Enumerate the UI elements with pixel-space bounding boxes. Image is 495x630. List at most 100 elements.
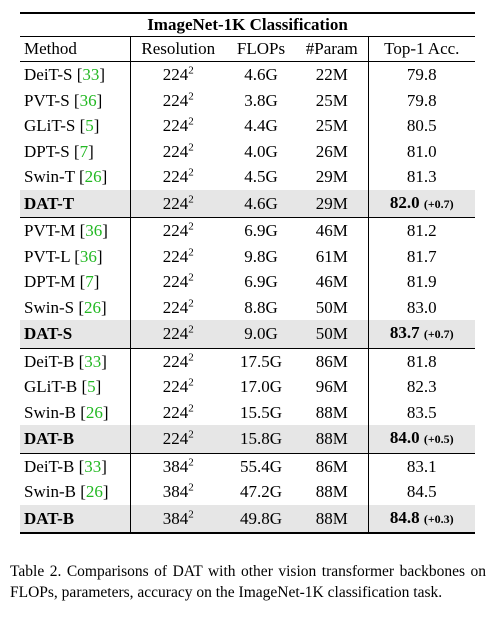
table-row: PVT-M [36] 2242 6.9G 46M 81.2 bbox=[20, 217, 476, 244]
method-name: DAT-B bbox=[24, 429, 75, 448]
resolution-cell: 2242 bbox=[130, 139, 226, 165]
resolution: 224 bbox=[162, 167, 189, 186]
resolution-exponent: 2 bbox=[188, 220, 194, 233]
flops-cell: 6.9G bbox=[244, 272, 278, 291]
top1-cell: 81.8 bbox=[367, 347, 476, 374]
citation-bracket: ] bbox=[101, 297, 107, 317]
resolution-exponent: 2 bbox=[188, 455, 194, 468]
table-row: PVT-L [36] 2242 9.8G 61M 81.7 bbox=[20, 243, 476, 270]
method-cell: PVT-M [36] bbox=[20, 217, 131, 244]
top1-cell: 80.5 bbox=[367, 113, 476, 139]
method-name: PVT-L bbox=[24, 246, 70, 266]
method-name: DPT-M bbox=[24, 272, 76, 291]
top1-cell: 83.7 (+0.7) bbox=[367, 320, 476, 348]
flops-cell: 15.8G bbox=[226, 425, 296, 453]
resolution-cell: 2242 bbox=[130, 189, 226, 218]
method-name: PVT-M bbox=[24, 221, 76, 240]
top1-cell: 83.5 bbox=[367, 399, 476, 425]
params-cell: 96M bbox=[315, 377, 348, 396]
method-cell: DAT-S bbox=[20, 320, 131, 348]
top1-value: 84.0 bbox=[389, 428, 420, 447]
top1-value: 82.0 bbox=[389, 192, 420, 212]
resolution-cell: 2242 bbox=[130, 113, 226, 139]
resolution-exponent: 2 bbox=[188, 507, 194, 520]
flops-cell: 55.4G bbox=[226, 452, 296, 479]
top1-gain: (+0.7) bbox=[423, 327, 454, 341]
method-name: GLiT-B bbox=[24, 377, 78, 396]
method-name: DAT-S bbox=[24, 324, 73, 343]
params-cell: 86M bbox=[296, 452, 368, 479]
table-title: ImageNet-1K Classification bbox=[20, 12, 476, 37]
flops-cell: 6.9G bbox=[226, 217, 296, 244]
top1-value: 83.0 bbox=[406, 297, 437, 317]
citation-bracket: [ bbox=[80, 402, 86, 422]
top1-value: 81.9 bbox=[406, 272, 437, 291]
citation-bracket: ] bbox=[101, 456, 107, 476]
top1-value: 81.7 bbox=[406, 246, 437, 266]
results-table: ImageNet-1K Classification Method Resolut… bbox=[20, 12, 476, 534]
resolution: 224 bbox=[162, 351, 189, 371]
top1-value: 84.8 bbox=[389, 507, 420, 527]
resolution-cell: 2242 bbox=[130, 164, 226, 190]
resolution-exponent: 2 bbox=[188, 401, 194, 414]
top1-value: 81.0 bbox=[406, 141, 437, 161]
citation-bracket: [ bbox=[78, 456, 85, 476]
resolution: 224 bbox=[162, 429, 189, 448]
resolution-exponent: 2 bbox=[188, 192, 194, 205]
citation-bracket: [ bbox=[81, 377, 88, 396]
resolution-cell: 2242 bbox=[130, 217, 226, 244]
caption: Table 2. Comparisons of DAT with other v… bbox=[10, 563, 486, 601]
citation-number: 7 bbox=[79, 141, 89, 161]
table-row: DeiT-B [33] 2242 17.5G 86M 81.8 bbox=[20, 347, 476, 374]
method-cell: DeiT-B [33] bbox=[20, 452, 131, 479]
citation-number: 33 bbox=[84, 351, 102, 371]
method-name: Swin-B bbox=[24, 402, 76, 422]
citation-bracket: ] bbox=[96, 246, 103, 266]
citation-bracket: [ bbox=[78, 167, 85, 186]
method-cell: DAT-B bbox=[20, 425, 131, 453]
top1-value: 79.8 bbox=[406, 65, 437, 84]
citation-number: 33 bbox=[84, 456, 102, 476]
method-cell: DPT-S [7] bbox=[20, 138, 131, 164]
table-row: DPT-M [7] 2242 6.9G 46M 81.9 bbox=[20, 269, 476, 295]
resolution-exponent: 2 bbox=[188, 428, 194, 441]
column-header: #Param bbox=[296, 36, 368, 62]
resolution: 224 bbox=[162, 297, 189, 317]
flops-cell: 47.2G bbox=[239, 482, 283, 501]
top1-value: 83.1 bbox=[406, 456, 437, 476]
method-cell: Swin-T [26] bbox=[20, 164, 131, 190]
params-cell: 50M bbox=[296, 320, 368, 348]
resolution: 224 bbox=[162, 272, 189, 291]
top1-gain: (+0.3) bbox=[423, 511, 454, 526]
resolution-exponent: 2 bbox=[188, 376, 194, 389]
citation-number: 33 bbox=[82, 65, 100, 84]
table-row: DAT-S 2242 9.0G 50M 83.7 (+0.7) bbox=[20, 320, 476, 348]
citation-bracket: ] bbox=[102, 402, 109, 422]
top1-value: 79.8 bbox=[406, 90, 437, 110]
method-name: GLiT-S bbox=[24, 116, 76, 135]
resolution: 384 bbox=[162, 508, 189, 528]
table-row: GLiT-B [5] 2242 17.0G 96M 82.3 bbox=[20, 374, 476, 400]
citation-bracket: ] bbox=[101, 167, 108, 186]
table-row: Swin-S [26] 2242 8.8G 50M 83.0 bbox=[20, 294, 476, 320]
top1-cell: 82.3 bbox=[367, 374, 476, 400]
top1-cell: 84.8 (+0.3) bbox=[367, 504, 476, 534]
method-name: DAT-B bbox=[24, 508, 75, 528]
top1-cell: 81.9 bbox=[367, 269, 476, 295]
method-cell: GLiT-B [5] bbox=[20, 374, 131, 400]
method-name: DeiT-B bbox=[24, 456, 75, 476]
resolution: 224 bbox=[162, 402, 189, 422]
resolution-cell: 2242 bbox=[130, 320, 226, 348]
resolution-cell: 2242 bbox=[130, 244, 226, 270]
citation-number: 36 bbox=[79, 90, 97, 110]
params-cell: 25M bbox=[315, 90, 348, 110]
resolution-exponent: 2 bbox=[188, 115, 194, 128]
resolution: 224 bbox=[162, 193, 189, 213]
citation-bracket: ] bbox=[101, 351, 107, 371]
flops-cell: 3.8G bbox=[244, 90, 278, 110]
resolution-cell: 2242 bbox=[130, 88, 226, 114]
citation-bracket: ] bbox=[93, 272, 100, 291]
resolution: 224 bbox=[162, 90, 189, 110]
citation-bracket: [ bbox=[73, 90, 80, 110]
resolution-exponent: 2 bbox=[188, 245, 194, 258]
